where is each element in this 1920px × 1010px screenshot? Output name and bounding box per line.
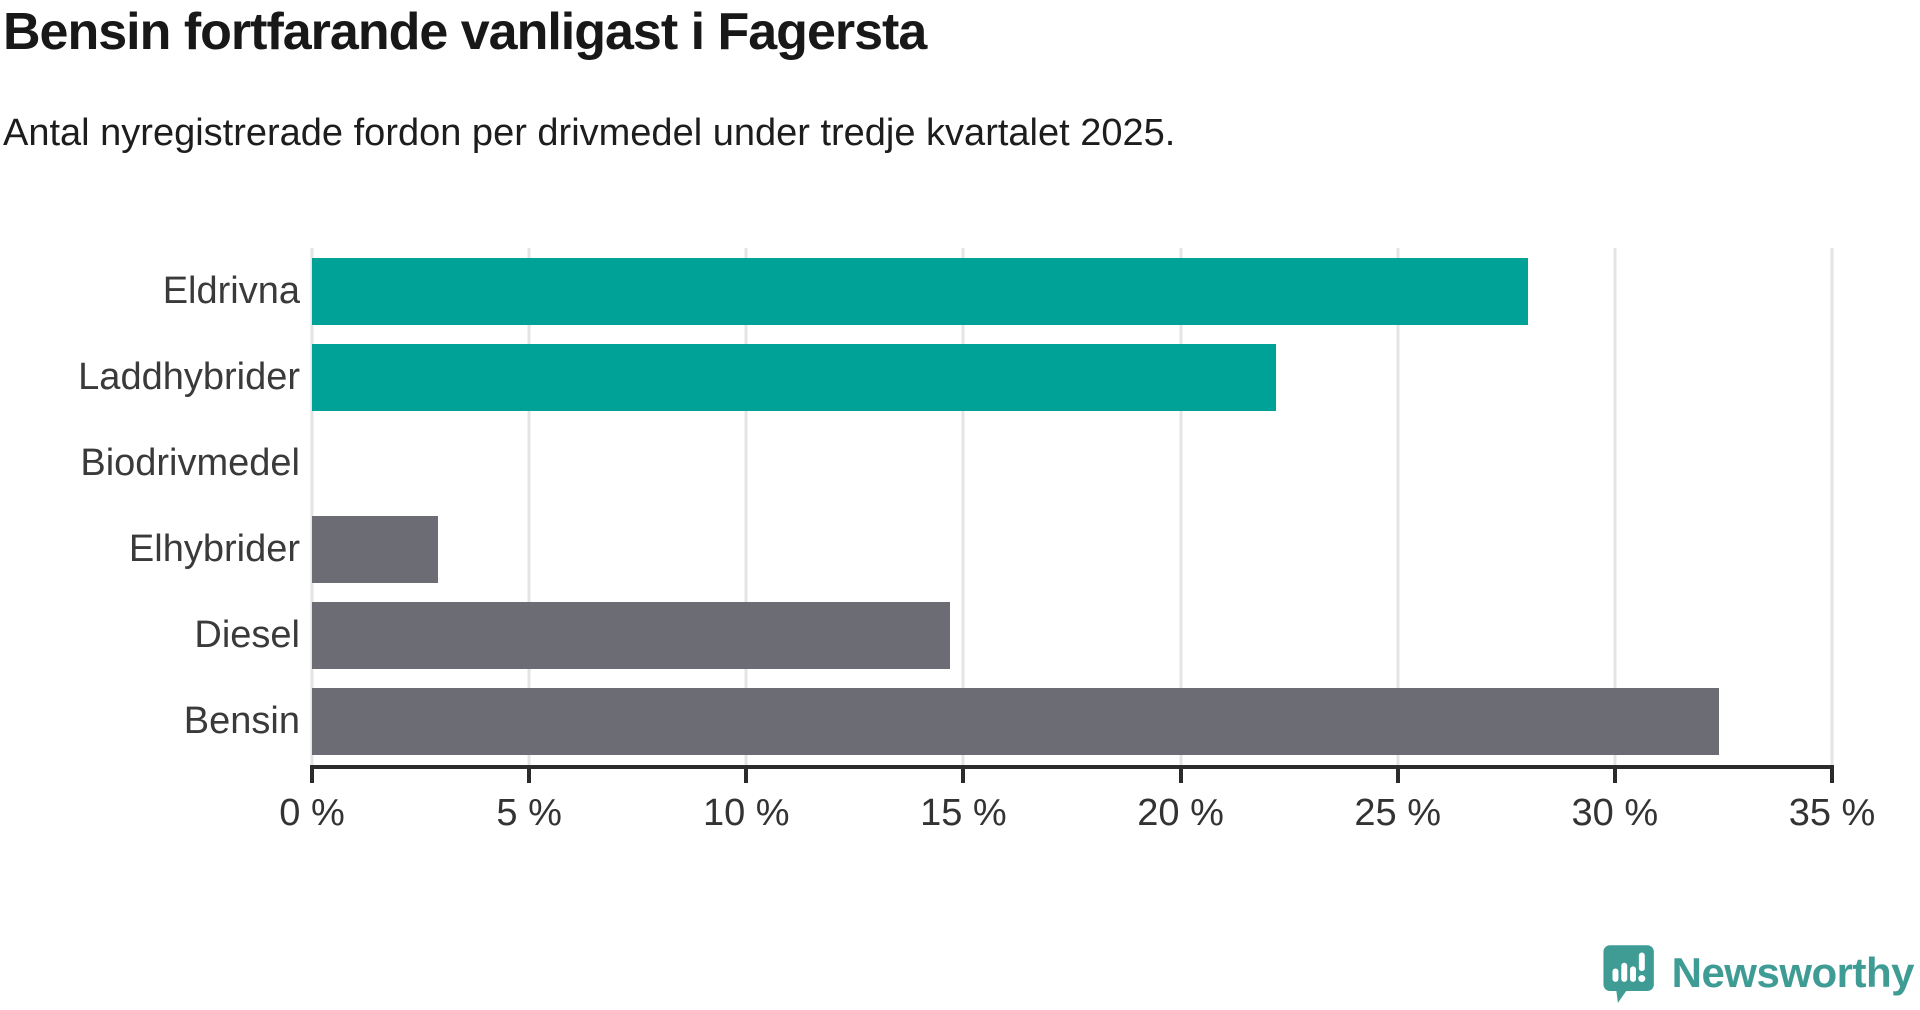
gridline-20: [1179, 248, 1183, 765]
bar-elhybrider: [312, 516, 438, 584]
x-axis-tick-label-5: 5 %: [496, 792, 562, 834]
category-label-eldrivna: Eldrivna: [162, 269, 300, 312]
x-axis-tick-label-15: 15 %: [920, 792, 1007, 834]
newsworthy-logo-text: Newsworthy: [1671, 949, 1915, 996]
x-axis-tick-10: [744, 765, 749, 783]
x-axis-tick-25: [1395, 765, 1400, 783]
x-axis-tick-label-20: 20 %: [1137, 792, 1224, 834]
x-axis-tick-15: [961, 765, 966, 783]
x-axis-tick-30: [1612, 765, 1617, 783]
x-axis-line: [310, 765, 1834, 769]
plot-area: [310, 248, 1834, 765]
category-label-diesel: Diesel: [194, 614, 300, 657]
gridline-30: [1613, 248, 1617, 765]
x-axis-tick-label-35: 35 %: [1788, 792, 1876, 834]
x-axis-tick-20: [1178, 765, 1183, 783]
bar-laddhybrider: [312, 343, 1277, 411]
x-axis-tick-label-25: 25 %: [1354, 792, 1442, 834]
gridline-10: [744, 248, 748, 765]
newsworthy-logo-icon: [1603, 945, 1654, 1003]
bar-eldrivna: [312, 257, 1528, 325]
category-label-elhybrider: Elhybrider: [128, 528, 300, 571]
category-axis: Eldrivna Laddhybrider Biodrivmedel Elhybrid…: [0, 248, 300, 765]
x-axis-tick-0: [310, 765, 314, 783]
newsworthy-logo: Newsworthy: [1597, 940, 1915, 1006]
page-title: Bensin fortfarande vanligast i Fagersta: [3, 3, 927, 61]
x-axis-tick-label-30: 30 %: [1571, 792, 1659, 834]
category-label-biodrivmedel: Biodrivmedel: [80, 441, 300, 484]
x-axis: 0 % 5 % 10 % 15 % 20 % 25 % 30 % 35 %: [279, 765, 1875, 855]
x-axis-tick-5: [527, 765, 532, 783]
gridline-0: [310, 248, 314, 765]
x-axis-tick-label-0: 0 %: [279, 792, 345, 834]
bar-diesel: [312, 602, 951, 670]
gridline-25: [1396, 248, 1400, 765]
x-axis-tick-35: [1830, 765, 1834, 783]
x-axis-tick-label-10: 10 %: [702, 792, 790, 834]
gridline-15: [961, 248, 965, 765]
gridline-35: [1830, 248, 1834, 765]
category-label-bensin: Bensin: [183, 700, 300, 743]
category-label-laddhybrider: Laddhybrider: [78, 355, 300, 398]
bar-bensin: [312, 688, 1720, 756]
gridline-5: [527, 248, 531, 765]
page-subtitle: Antal nyregistrerade fordon per drivmede…: [3, 112, 1176, 154]
